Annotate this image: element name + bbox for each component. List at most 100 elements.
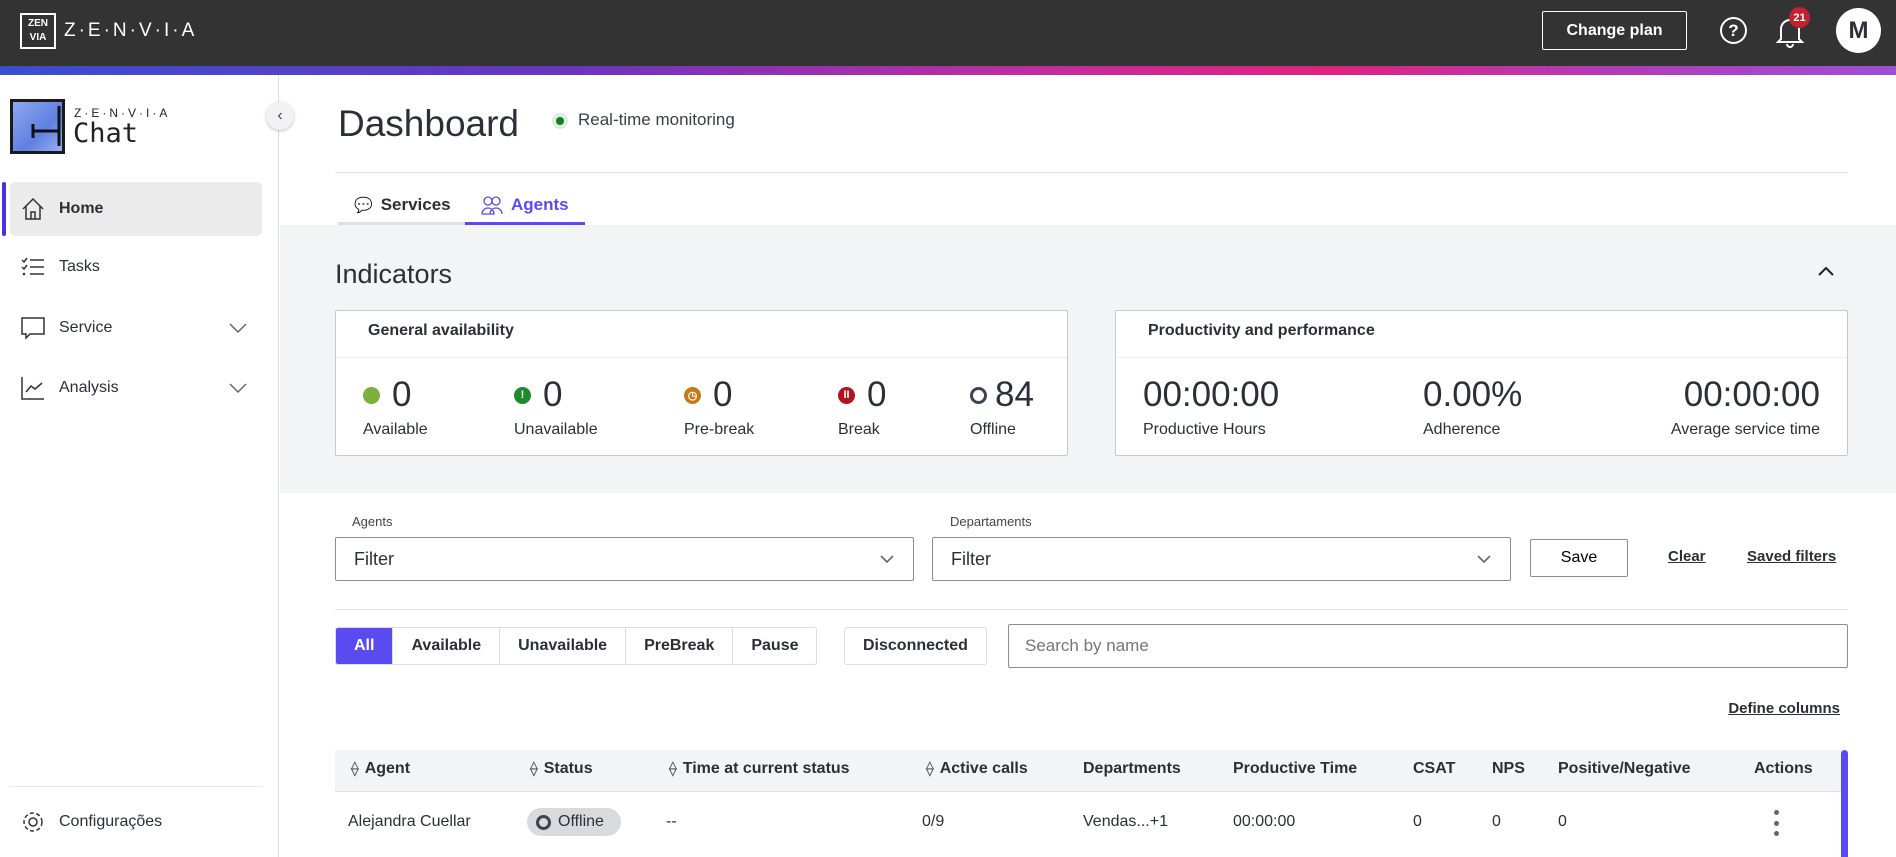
offline-ring-icon xyxy=(536,814,551,830)
offline-ring-icon xyxy=(970,386,987,404)
column-nps: NPS xyxy=(1492,760,1525,777)
saved-filters-link[interactable]: Saved filters xyxy=(1747,548,1837,565)
departments-filter-label: Departaments xyxy=(950,514,1032,529)
select-value: Filter xyxy=(951,548,991,569)
table-header xyxy=(335,750,1841,792)
chat-app-logo xyxy=(10,99,65,154)
metric-productive-hours: 00:00:00 Productive Hours xyxy=(1143,375,1279,439)
tab-agents[interactable]: Agents xyxy=(465,188,585,225)
agents-filter-select[interactable]: Filter xyxy=(335,537,914,581)
cell-departments: Vendas...+1 xyxy=(1083,813,1168,830)
metric-break: II 0 Break xyxy=(838,375,886,439)
chart-icon xyxy=(21,377,44,400)
more-actions-icon[interactable] xyxy=(1772,810,1780,836)
users-icon xyxy=(481,196,503,215)
help-icon[interactable]: ? xyxy=(1720,17,1747,44)
column-agent[interactable]: △ ▽ Agent xyxy=(351,760,411,778)
tab-label: Agents xyxy=(511,195,569,214)
cell-active-calls: 0/9 xyxy=(922,813,945,830)
chat-icon xyxy=(21,317,45,340)
active-indicator xyxy=(2,182,6,236)
card-title: Productivity and performance xyxy=(1116,311,1847,358)
chevron-up-icon[interactable] xyxy=(1817,265,1835,277)
status-segmented-control: All Available Unavailable PreBreak Pause xyxy=(335,627,818,665)
disconnected-toggle[interactable]: Disconnected xyxy=(844,627,987,665)
avatar[interactable]: M xyxy=(1836,8,1881,53)
cell-nps: 0 xyxy=(1492,813,1501,830)
metric-value: 84 xyxy=(995,375,1034,414)
departments-filter-select[interactable]: Filter xyxy=(932,537,1511,581)
select-value: Filter xyxy=(354,548,394,569)
column-status[interactable]: △ ▽ Status xyxy=(530,760,593,778)
metric-available: 0 Available xyxy=(363,375,428,439)
sidebar-item-label: Tasks xyxy=(59,258,100,275)
gear-icon xyxy=(23,812,43,832)
status-badge: Offline xyxy=(527,808,621,836)
brand-gradient-strip xyxy=(0,66,1896,75)
table-scrollbar[interactable] xyxy=(1841,750,1848,857)
divider xyxy=(335,609,1848,610)
clear-filters-link[interactable]: Clear xyxy=(1668,548,1706,565)
metric-label: Unavailable xyxy=(514,421,598,438)
metric-value: 0 xyxy=(867,375,887,414)
segment-available[interactable]: Available xyxy=(393,628,501,664)
metric-prebreak: ◷ 0 Pre-break xyxy=(684,375,754,439)
change-plan-button[interactable]: Change plan xyxy=(1542,11,1687,50)
clock-icon: ◷ xyxy=(684,386,701,404)
metric-label: Average service time xyxy=(1670,421,1820,438)
indicators-title: Indicators xyxy=(335,259,453,289)
define-columns-link[interactable]: Define columns xyxy=(1728,700,1840,717)
pause-icon: II xyxy=(838,386,855,404)
card-title: General availability xyxy=(336,311,1067,358)
segment-disconnected[interactable]: Disconnected xyxy=(863,637,968,654)
segment-prebreak[interactable]: PreBreak xyxy=(626,628,734,664)
column-actions: Actions xyxy=(1754,760,1813,777)
agents-filter-label: Agents xyxy=(352,514,393,529)
column-active-calls[interactable]: △ ▽ Active calls xyxy=(926,760,1028,778)
metric-label: Adherence xyxy=(1423,421,1501,438)
sidebar-item-analysis[interactable]: Analysis xyxy=(10,361,262,415)
metric-average-service-time: 00:00:00 Average service time xyxy=(1671,375,1820,439)
realtime-label: Real-time monitoring xyxy=(578,110,735,129)
notification-badge: 21 xyxy=(1789,7,1810,28)
sidebar-item-settings[interactable]: Configurações xyxy=(10,795,262,849)
segment-unavailable[interactable]: Unavailable xyxy=(500,628,627,664)
zenvia-logo[interactable]: ZEN VIA xyxy=(20,13,56,49)
sort-icon: △ ▽ xyxy=(669,760,677,778)
column-time-at-status[interactable]: △ ▽ Time at current status xyxy=(669,760,850,778)
metric-value: 0 xyxy=(543,375,563,414)
app-brand: Z·E·N·V·I·A xyxy=(74,106,171,120)
metric-label: Pre-break xyxy=(684,421,755,438)
search-by-name-input[interactable] xyxy=(1008,624,1848,668)
tab-services[interactable]: 💬 Services xyxy=(338,188,465,225)
sidebar-item-home[interactable]: Home xyxy=(10,182,262,236)
metric-label: Break xyxy=(838,421,880,438)
sort-icon: △ ▽ xyxy=(351,760,359,778)
metric-offline: 84 Offline xyxy=(970,375,1034,439)
column-csat: CSAT xyxy=(1413,760,1456,777)
productivity-card: Productivity and performance 00:00:00 Pro… xyxy=(1115,310,1848,456)
segment-pause[interactable]: Pause xyxy=(751,637,799,654)
collapse-sidebar-button[interactable]: ‹ xyxy=(266,102,294,130)
tab-label: Services xyxy=(380,195,451,214)
exclamation-icon: ! xyxy=(514,386,531,404)
cell-agent: Alejandra Cuellar xyxy=(348,813,471,830)
sidebar-item-label: Service xyxy=(59,319,113,336)
chevron-down-icon xyxy=(1477,555,1491,564)
home-icon xyxy=(22,197,44,220)
sort-icon: △ ▽ xyxy=(926,760,934,778)
cell-csat: 0 xyxy=(1413,813,1422,830)
sidebar-item-label: Configurações xyxy=(59,813,163,830)
sidebar-item-label: Analysis xyxy=(59,379,119,396)
sidebar-item-tasks[interactable]: Tasks xyxy=(10,240,262,294)
cell-positive-negative: 0 xyxy=(1558,813,1567,830)
segment-all[interactable]: All xyxy=(336,628,394,664)
cell-time: -- xyxy=(666,813,677,830)
page-title: Dashboard xyxy=(338,103,520,144)
sidebar-item-service[interactable]: Service xyxy=(10,301,262,355)
available-dot-icon xyxy=(363,386,380,404)
save-filter-button[interactable]: Save xyxy=(1530,539,1628,577)
metric-unavailable: ! 0 Unavailable xyxy=(514,375,598,439)
sidebar-item-label: Home xyxy=(59,200,104,217)
metric-value: 0 xyxy=(392,375,412,414)
